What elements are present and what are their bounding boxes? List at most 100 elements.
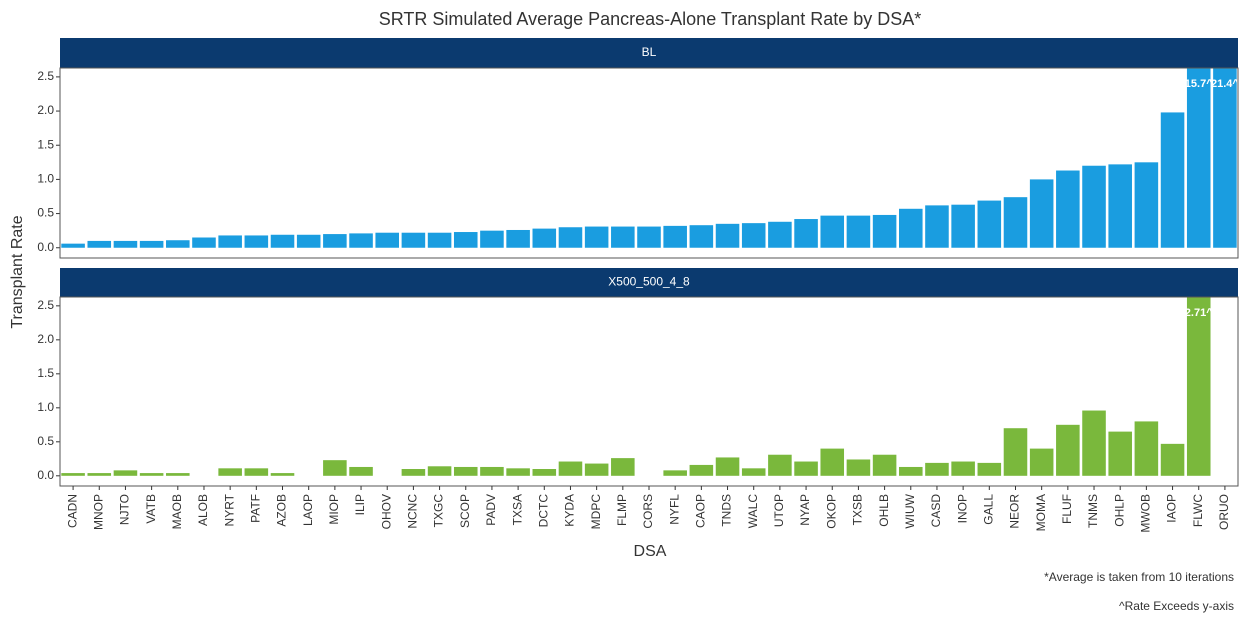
x-tick-label: TNMS (1086, 494, 1100, 528)
bar (663, 225, 687, 248)
x-tick-label: NJTO (118, 494, 132, 525)
facet-label: X500_500_4_8 (608, 275, 690, 289)
value-label: 2.71^ (1185, 307, 1213, 319)
bar (1134, 162, 1159, 248)
bar (401, 469, 426, 476)
x-tick-label: GALL (981, 494, 995, 525)
x-tick-label: FLWC (1191, 494, 1205, 527)
y-tick-label: 1.0 (37, 172, 54, 186)
x-tick-label: TXSB (851, 494, 865, 525)
bar (296, 234, 321, 248)
bar (1160, 112, 1185, 248)
x-tick-label: TXSA (510, 494, 524, 525)
x-tick-label: NYFL (667, 494, 681, 525)
x-tick-label: PADV (484, 494, 498, 526)
x-tick-label: CORS (641, 494, 655, 529)
bar (427, 466, 452, 476)
bar (925, 462, 949, 476)
y-tick-label: 2.0 (37, 332, 54, 346)
bar (1082, 165, 1106, 248)
x-tick-label: CASD (929, 494, 943, 528)
bar (820, 448, 845, 476)
y-tick-label: 2.0 (37, 103, 54, 117)
bar (611, 458, 635, 476)
bar (139, 240, 164, 248)
x-tick-label: UTOP (772, 494, 786, 527)
bar (977, 462, 1002, 476)
bar (558, 227, 583, 248)
x-tick-label: DCTC (536, 494, 550, 528)
bar (794, 461, 818, 476)
bar (349, 466, 373, 476)
bar (270, 473, 295, 476)
bar (898, 208, 923, 248)
bar (506, 468, 530, 476)
bar (218, 235, 242, 248)
value-label: 15.7^ (1185, 78, 1213, 90)
bar (1134, 421, 1159, 476)
bar (925, 205, 949, 248)
x-tick-label: OHLB (877, 494, 891, 527)
bar (61, 243, 85, 248)
bar (427, 232, 452, 248)
bar (1213, 68, 1237, 248)
bar (872, 214, 897, 248)
bar (846, 215, 871, 248)
bar (1029, 179, 1054, 248)
facet-strip (60, 38, 1238, 68)
bar (1003, 428, 1028, 476)
x-tick-label: CADN (65, 494, 79, 528)
bar (846, 459, 871, 476)
x-tick-label: CAOP (694, 494, 708, 528)
bar (166, 473, 190, 476)
bar (113, 240, 138, 248)
bar (611, 226, 635, 248)
bar (453, 466, 478, 476)
bar (1082, 410, 1106, 476)
bar (872, 454, 897, 476)
bar (218, 468, 242, 476)
x-tick-label: MOMA (1034, 494, 1048, 531)
bar (532, 228, 557, 248)
x-tick-label: IAOP (1165, 494, 1179, 523)
x-tick-label: TNDS (720, 494, 734, 527)
y-axis-title: Transplant Rate (9, 215, 26, 328)
x-tick-label: NEOR (1008, 494, 1022, 529)
bar (584, 226, 609, 248)
x-tick-label: SCOP (458, 494, 472, 528)
x-tick-label: WALC (746, 494, 760, 529)
bar (480, 230, 504, 248)
bar (1186, 68, 1211, 248)
x-tick-label: MAOB (170, 494, 184, 529)
bar (506, 229, 530, 248)
chart-title: SRTR Simulated Average Pancreas-Alone Tr… (379, 9, 922, 29)
y-tick-label: 1.5 (37, 137, 54, 151)
bar (113, 470, 138, 476)
x-axis-title: DSA (634, 543, 667, 560)
x-tick-label: NYRT (222, 493, 236, 526)
x-tick-label: NCNC (406, 494, 420, 529)
x-tick-label: ILIP (353, 494, 367, 515)
x-tick-label: FLUF (1060, 494, 1074, 524)
x-tick-label: ALOB (196, 494, 210, 526)
bar (323, 460, 347, 476)
facet-label: BL (642, 45, 657, 59)
y-tick-label: 0.0 (37, 468, 54, 482)
y-tick-label: 2.5 (37, 69, 54, 83)
x-tick-label: MWOB (1139, 494, 1153, 533)
bar (166, 240, 190, 248)
x-tick-label: NYAP (798, 494, 812, 526)
bar (820, 215, 845, 248)
bar (1108, 431, 1132, 476)
y-tick-label: 2.5 (37, 298, 54, 312)
y-tick-label: 1.5 (37, 366, 54, 380)
value-label: 21.4^ (1211, 78, 1239, 90)
bar (794, 219, 818, 248)
bar (1160, 443, 1185, 476)
bar (951, 204, 975, 248)
bar (87, 240, 112, 248)
bar (977, 200, 1002, 248)
x-tick-label: MIOP (327, 494, 341, 525)
bar (637, 226, 661, 248)
